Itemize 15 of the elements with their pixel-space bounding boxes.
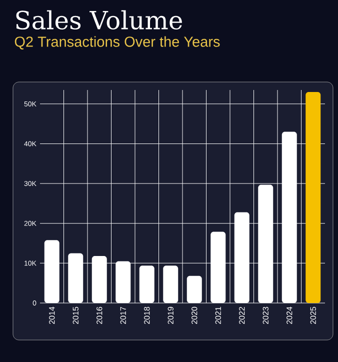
chart-subtitle: Q2 Transactions Over the Years: [14, 36, 220, 50]
x-tick-label: 2023: [262, 306, 268, 324]
x-tick-label: 2017: [120, 306, 126, 324]
x-tick-label: 2015: [72, 306, 78, 324]
bar: [306, 92, 321, 303]
x-tick-label: 2019: [168, 306, 174, 324]
x-tick-label: 2014: [49, 306, 55, 324]
x-tick-label: 2022: [239, 306, 245, 324]
x-tick-label: 2025: [310, 306, 316, 324]
x-tick-label: 2016: [96, 306, 102, 324]
x-tick-label: 2024: [286, 306, 292, 324]
chart-title: Sales Volume: [16, 10, 182, 30]
x-tick-label: 2018: [144, 306, 150, 324]
x-tick-label: 2020: [192, 306, 198, 324]
x-tick-label: 2021: [215, 306, 221, 324]
